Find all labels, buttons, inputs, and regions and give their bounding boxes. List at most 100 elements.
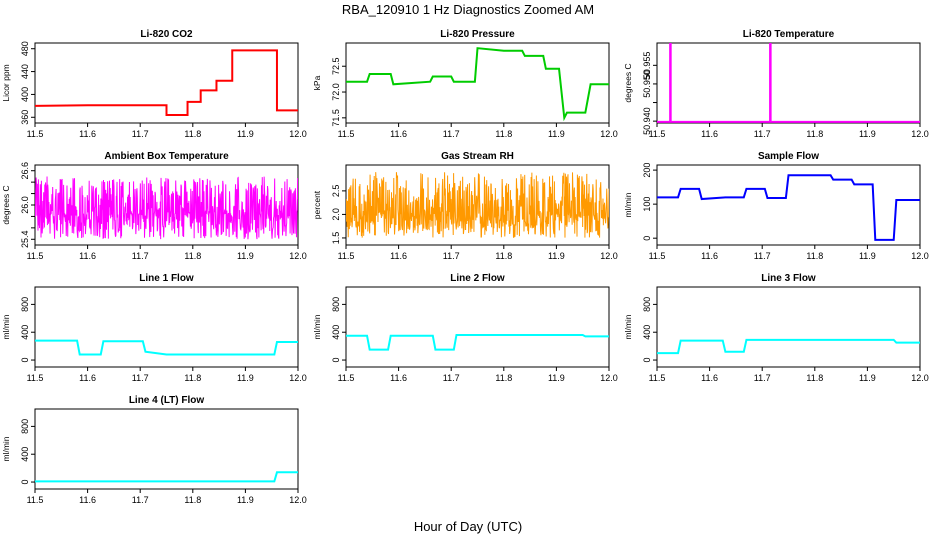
x-tick-label: 11.6 [390,251,407,261]
x-tick-label: 11.6 [390,129,407,139]
x-tick-label: 12.0 [911,129,929,139]
series-line [346,172,609,238]
y-tick-label: 0 [642,358,652,363]
x-tick-label: 11.5 [27,129,44,139]
series-line [346,334,609,351]
x-tick-label: 11.6 [79,373,96,383]
x-tick-label: 11.7 [443,129,460,139]
x-tick-label: 11.7 [754,129,771,139]
x-tick-label: 11.6 [701,373,718,383]
x-tick-label: 11.8 [184,373,201,383]
x-tick-label: 12.0 [289,495,307,505]
x-tick-label: 11.8 [184,129,201,139]
x-tick-label: 11.8 [806,373,823,383]
y-tick-label: 400 [642,325,652,340]
series-line [657,338,920,355]
x-tick-label: 11.9 [237,495,254,505]
x-tick-label: 11.8 [495,129,512,139]
series-line [657,43,920,123]
y-tick-label: 800 [331,297,341,312]
y-tick-label: 72.0 [331,83,341,101]
x-tick-label: 11.5 [27,495,44,505]
x-tick-label: 11.7 [754,373,771,383]
y-tick-label: 400 [20,87,30,102]
series-line [35,471,298,483]
plot-frame [656,286,921,368]
y-tick-label: 360 [20,110,30,125]
plot-frame [345,286,610,368]
chart-panel: Li-820 Pressure 11.5 11.6 11.7 11.8 11.9 12.0 7… [312,29,618,139]
y-tick-label: 26.6 [20,162,30,180]
chart-panel: Li-820 Temperature 11.5 11.6 11.7 11.8 11.9 12… [623,29,929,139]
y-axis-label: kPa [312,75,322,90]
x-tick-label: 11.6 [390,373,407,383]
x-tick-label: 12.0 [289,251,307,261]
x-tick-label: 11.7 [132,495,149,505]
panel-title: Li-820 Pressure [440,29,515,40]
x-tick-label: 12.0 [600,373,618,383]
x-tick-label: 11.7 [754,251,771,261]
y-tick-label: 50.940 [642,107,652,135]
panel-title: Line 4 (LT) Flow [129,395,205,406]
x-tick-label: 11.9 [548,251,565,261]
y-axis-label: ml/min [623,192,633,217]
x-tick-label: 11.8 [806,251,823,261]
y-axis-label: ml/min [1,314,11,339]
y-axis-label: Licor ppm [1,64,11,101]
x-tick-label: 11.9 [859,373,876,383]
x-tick-label: 11.9 [237,251,254,261]
y-tick-label: 2.0 [331,208,341,221]
panel-title: Line 3 Flow [761,273,816,284]
y-tick-label: 200 [642,163,652,178]
x-tick-label: 11.8 [495,251,512,261]
series-line [35,49,298,116]
series-line [657,174,920,241]
x-tick-label: 11.6 [701,251,718,261]
x-tick-label: 11.7 [132,373,149,383]
x-tick-label: 12.0 [911,373,929,383]
figure-x-axis-label: Hour of Day (UTC) [414,519,522,534]
chart-panel: Sample Flow 11.5 11.6 11.7 11.8 11.9 12.0 0 100 2… [623,151,929,261]
x-tick-label: 11.7 [132,129,149,139]
chart-panel: Line 2 Flow 11.5 11.6 11.7 11.8 11.9 12.0 0 400 8… [312,273,618,383]
x-tick-label: 11.5 [27,251,44,261]
x-tick-label: 11.5 [649,251,666,261]
panel-title: Li-820 Temperature [743,29,835,40]
series-line [346,47,609,122]
chart-panel: Line 1 Flow 11.5 11.6 11.7 11.8 11.9 12.0 0 400 8… [1,273,307,383]
x-tick-label: 11.9 [237,373,254,383]
y-tick-label: 1.5 [331,232,341,245]
y-tick-label: 2.5 [331,185,341,198]
plot-frame [34,42,299,124]
y-axis-label: ml/min [312,314,322,339]
y-tick-label: 480 [20,41,30,56]
y-tick-label: 400 [20,447,30,462]
chart-panel: Gas Stream RH 11.5 11.6 11.7 11.8 11.9 12.0 1.5… [312,151,618,261]
y-axis-label: degrees C [623,63,633,102]
panel-title: Sample Flow [758,151,819,162]
series-line [35,176,298,240]
x-tick-label: 11.9 [237,129,254,139]
y-axis-label: degrees C [1,185,11,224]
x-tick-label: 11.7 [132,251,149,261]
panel-title: Line 1 Flow [139,273,194,284]
y-tick-label: 50.955 [642,52,652,80]
y-tick-label: 0 [331,358,341,363]
x-tick-label: 11.6 [79,251,96,261]
panel-title: Li-820 CO2 [140,29,193,40]
x-tick-label: 11.5 [649,129,666,139]
plot-frame [656,42,921,124]
panel-title: Ambient Box Temperature [104,151,229,162]
x-tick-label: 12.0 [911,251,929,261]
plot-frame [656,164,921,246]
y-tick-label: 440 [20,64,30,79]
y-axis-label: ml/min [1,436,11,461]
plot-frame [34,408,299,490]
x-tick-label: 11.5 [338,251,355,261]
y-tick-label: 400 [331,325,341,340]
panel-title: Gas Stream RH [441,151,514,162]
x-tick-label: 11.7 [443,251,460,261]
chart-panel: Li-820 CO2 11.5 11.6 11.7 11.8 11.9 12.0 360 400… [1,29,307,139]
x-tick-label: 11.8 [495,373,512,383]
y-tick-label: 50.950 [642,70,652,98]
